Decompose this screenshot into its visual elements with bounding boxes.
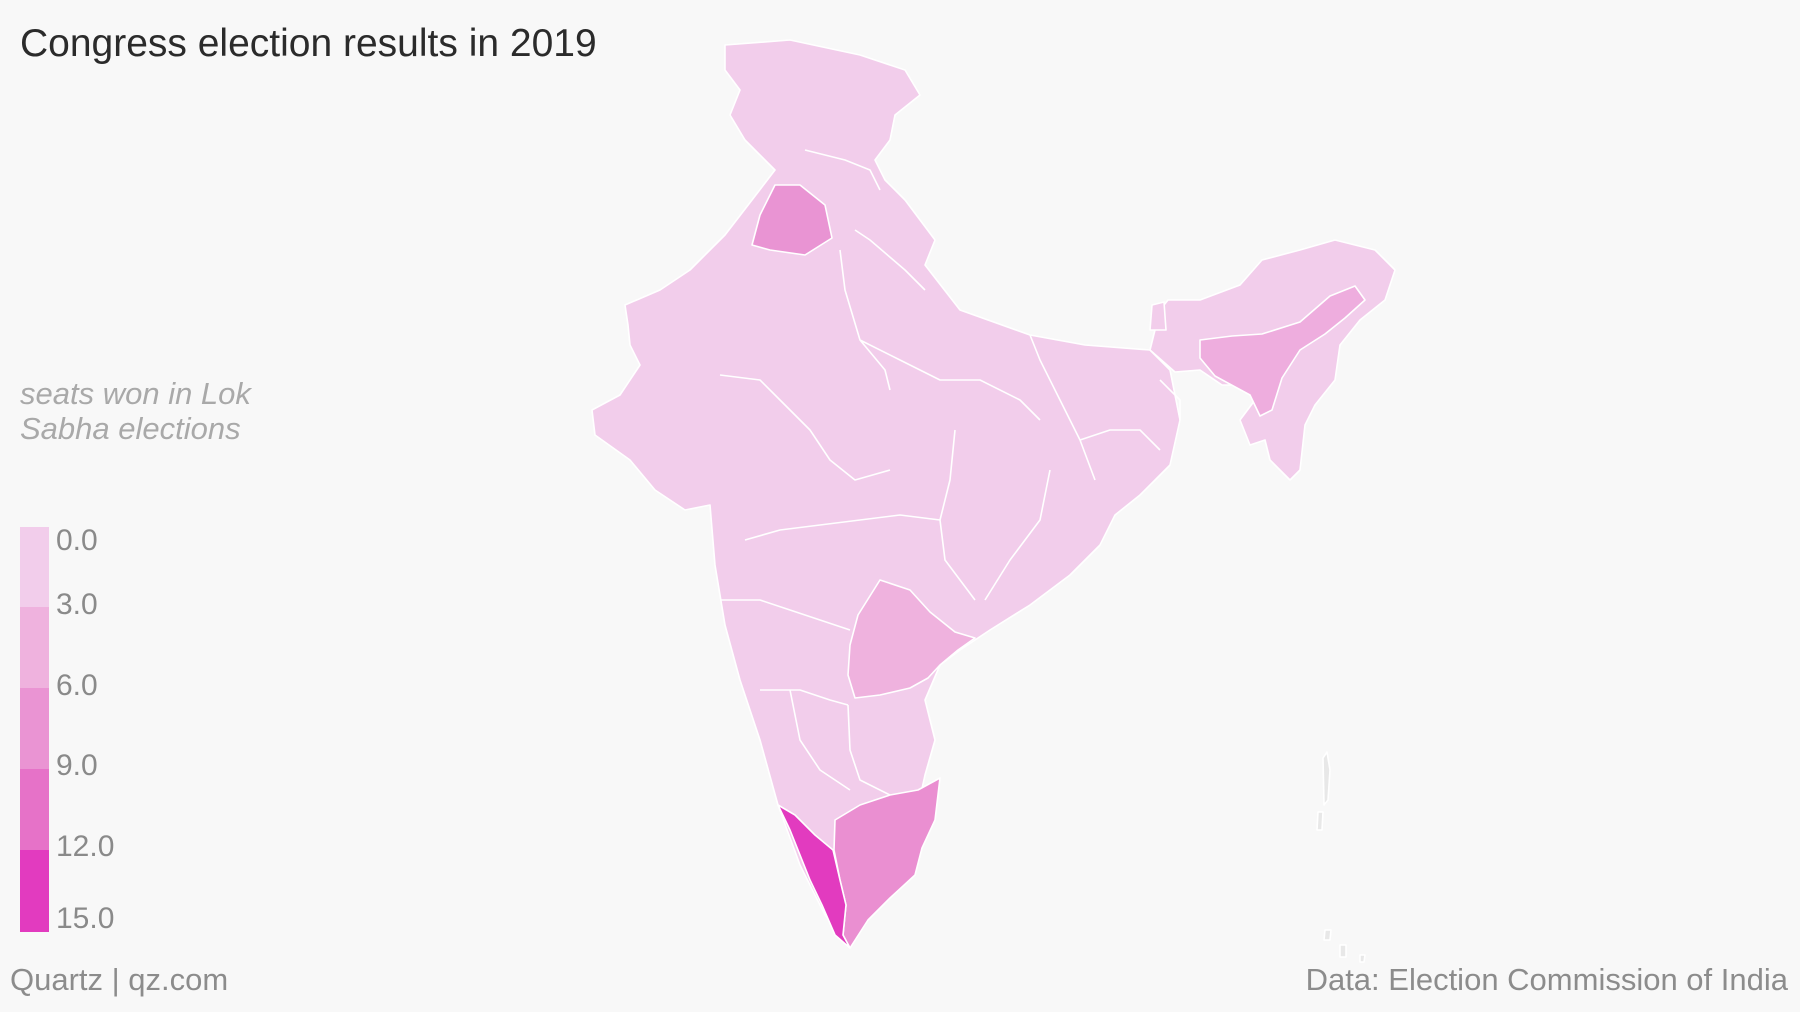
map-state-borders (719, 149, 1181, 796)
legend-tick-label: 0.0 (56, 524, 98, 557)
map-region-kerala (777, 804, 851, 949)
legend-swatch-2 (20, 688, 49, 769)
data-source: Data: Election Commission of India (1305, 962, 1788, 997)
legend-tick-label: 9.0 (56, 749, 98, 782)
map-region-telangana (847, 579, 976, 699)
legend-swatch-0 (20, 527, 49, 607)
legend-title: seats won in Lok Sabha elections (20, 376, 251, 446)
legend-swatch-3 (20, 769, 49, 850)
legend-tick-label: 12.0 (56, 830, 115, 863)
legend-tick-label: 3.0 (56, 588, 98, 621)
legend-swatch-1 (20, 607, 49, 688)
legend-tick-label: 6.0 (56, 669, 98, 702)
source-credit: Quartz | qz.com (10, 962, 229, 997)
map-region-tamil-nadu (833, 777, 941, 949)
map-region-sikkim (1149, 301, 1167, 331)
legend-swatch-4 (20, 850, 49, 932)
map-region-assam (1199, 285, 1366, 417)
legend-tick-label: 15.0 (56, 902, 115, 935)
map-region-andaman-islands (1316, 751, 1366, 963)
chart-title: Congress election results in 2019 (20, 22, 597, 65)
map-region-punjab (751, 184, 833, 256)
